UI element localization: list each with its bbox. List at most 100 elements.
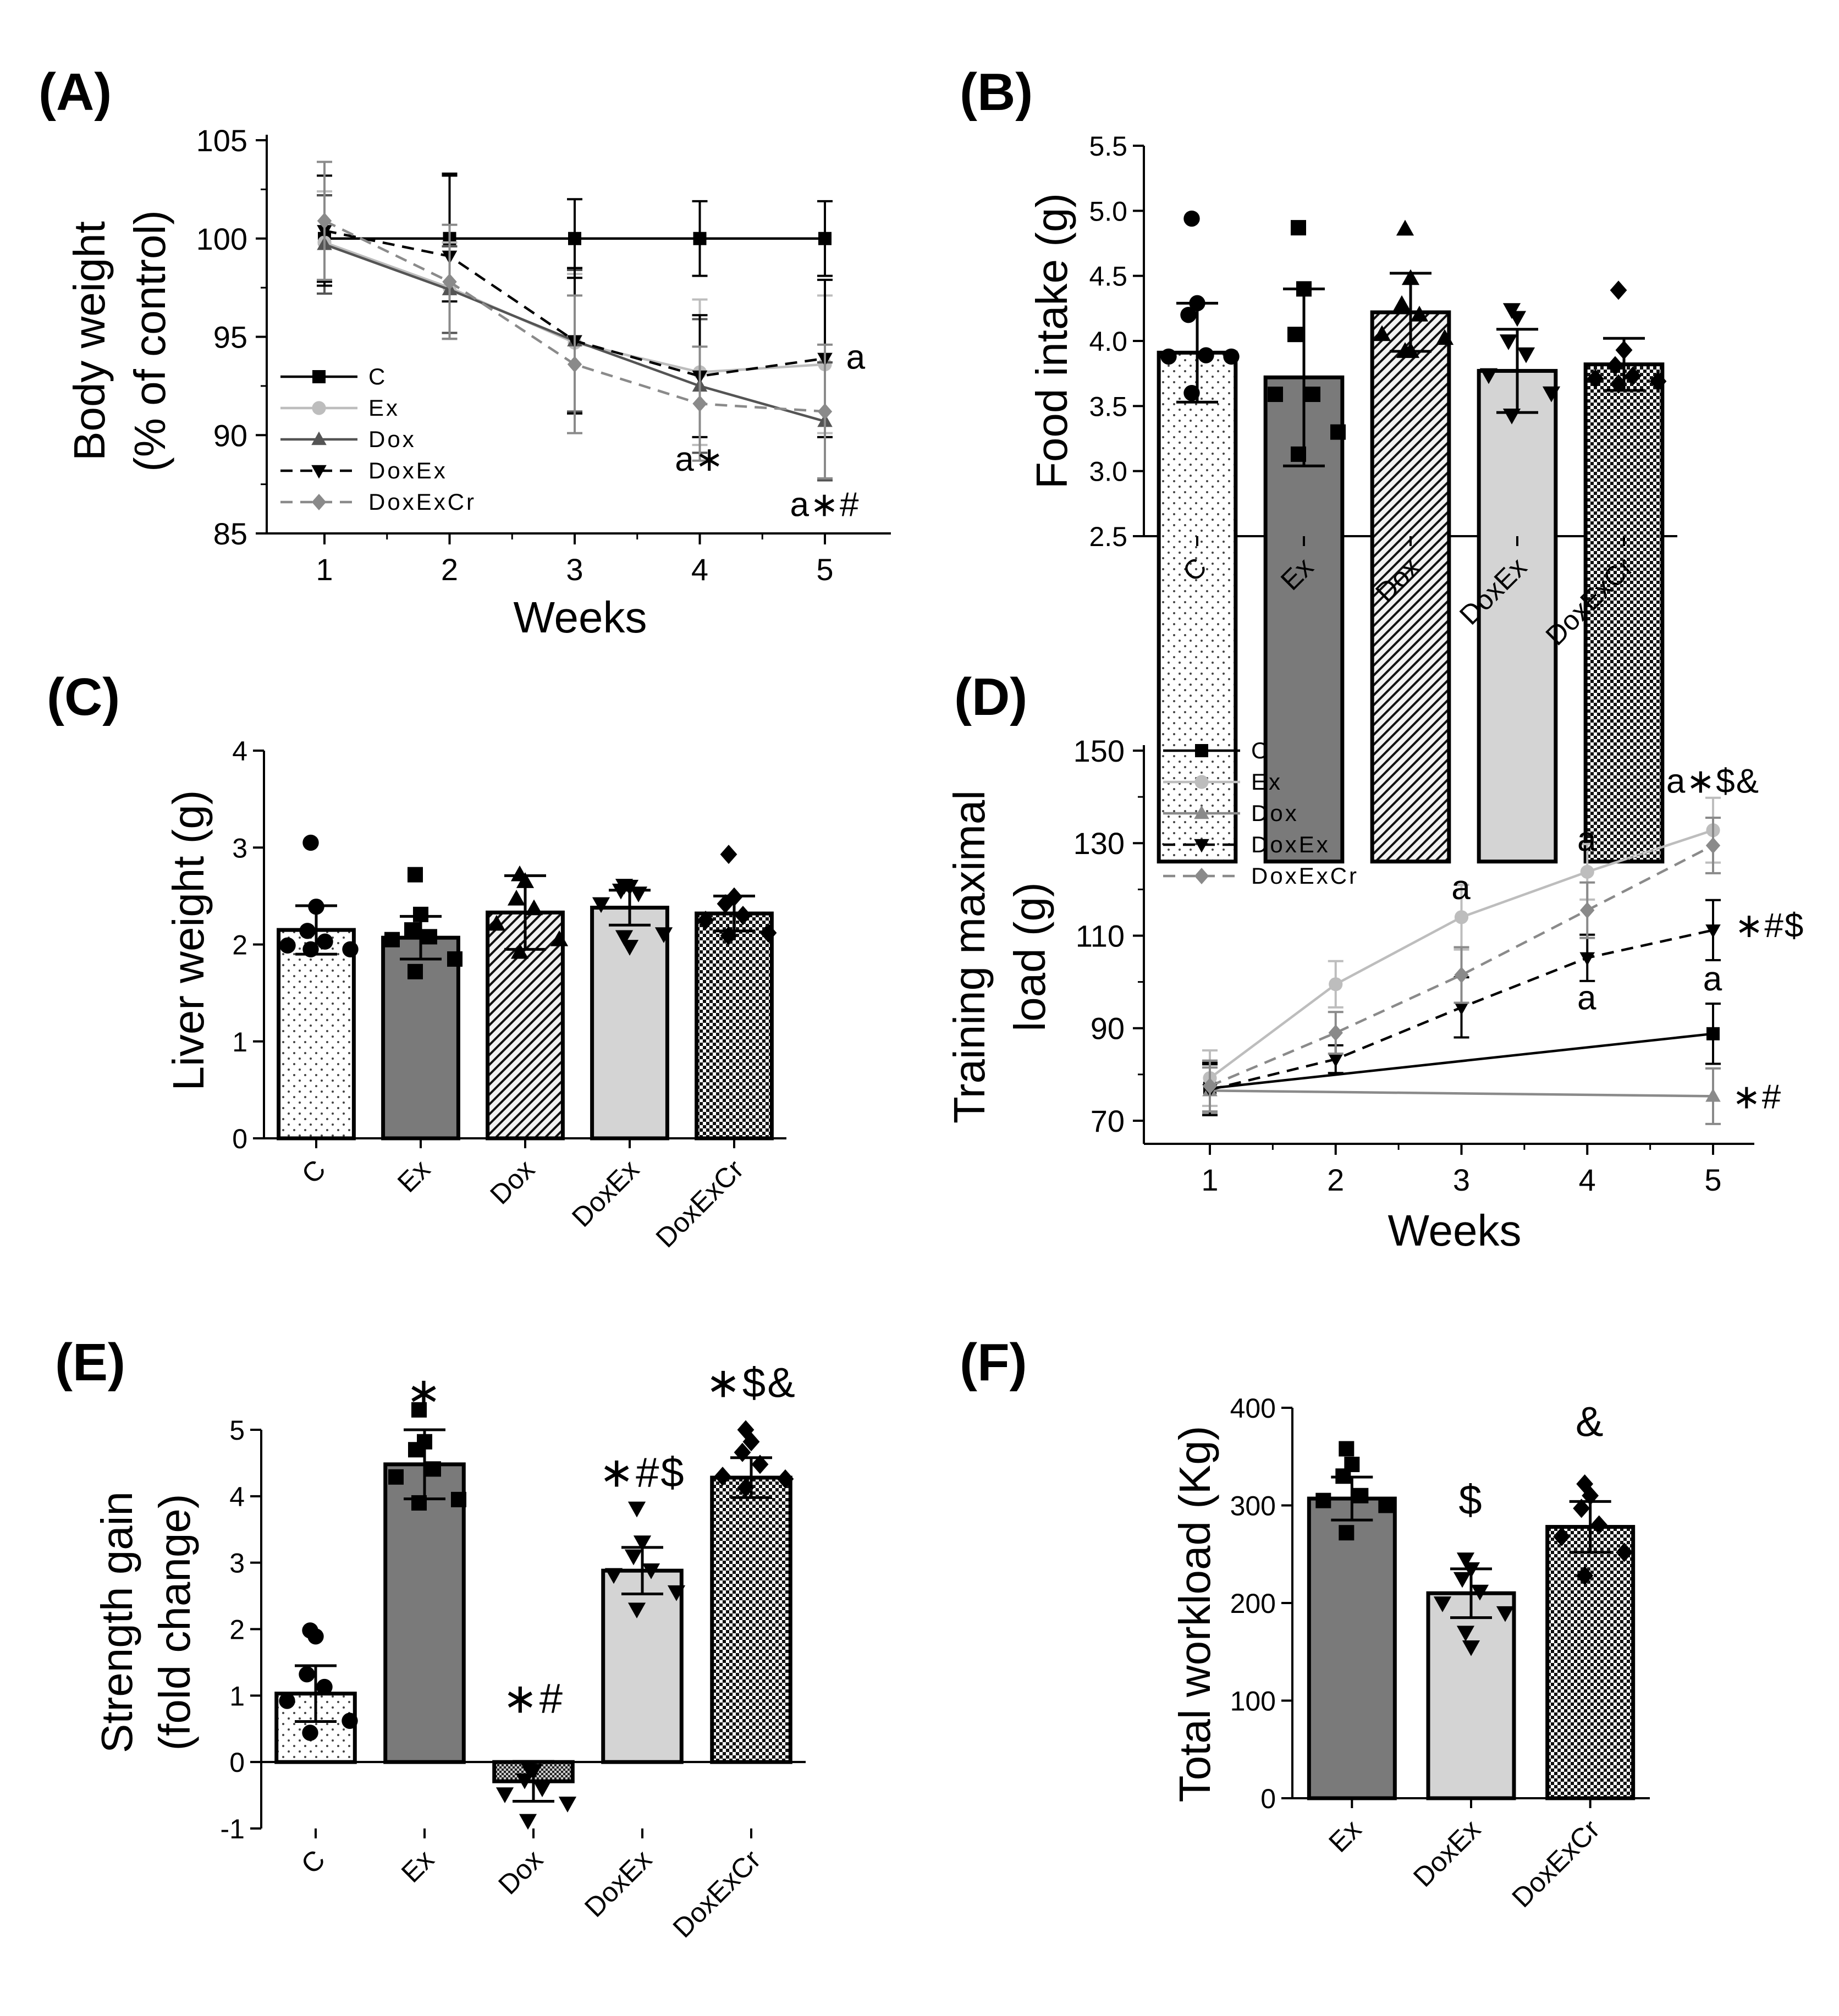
panel-C-y-tick-label: 2 [232,930,247,961]
panel-E-significance-annotation: ∗# [503,1675,564,1722]
panel-B-datapoint-C [1183,384,1200,401]
panel-A-significance-annotation: a∗# [790,486,860,524]
panel-D-legend-item-Dox: Dox [1163,800,1299,826]
panel-E-datapoint-C [316,1678,333,1695]
panel-A-legend-marker-DoxExCr [311,494,327,510]
panel-E-y-tick-label: 5 [229,1415,245,1446]
panel-C-datapoint-Ex [447,951,462,967]
panel-B-datapoint-Ex [1291,220,1306,236]
panel-C-datapoint-C [279,937,296,954]
panel-C-datapoint-C [342,941,359,958]
panel-B-datapoint-DoxEx [1542,386,1561,403]
panel-D-ylabel-line-1: Training maximal [945,790,994,1123]
panel-B-y-tick-label: 3.0 [1089,456,1127,487]
panel-B-y-tick-label: 4.0 [1089,326,1127,357]
panel-E-significance-annotation: ∗$& [706,1359,797,1406]
panel-F-datapoint-DoxExCr [1576,1566,1594,1585]
panel-F-datapoint-DoxExCr [1573,1499,1590,1518]
panel-B-y-tick-label: 5.0 [1089,196,1127,227]
panel-E-datapoint-DoxEx [604,1568,623,1584]
panel-D-point-Ex [1329,977,1343,992]
panel-D-point-DoxExCr [1328,1024,1343,1042]
panel-F-label: (F) [960,1333,1027,1392]
panel-A-point-DoxExCr [442,273,457,290]
panel-E-datapoint-DoxExCr [751,1455,769,1474]
panel-C-datapoint-Dox [510,943,529,959]
panel-D-x-tick-label: 1 [1201,1163,1218,1197]
panel-C-label: (C) [47,668,120,726]
panel-D-series-Dox [1202,1066,1721,1125]
panel-D-significance-annotation: a [1577,979,1597,1017]
panel-B-datapoint-DoxEx [1508,311,1527,327]
panel-F-datapoint-Ex [1339,1441,1355,1457]
panel-C-datapoint-Ex [408,867,423,883]
panel-E-bar-DoxEx [601,1568,684,1764]
panel-D-x-tick-label: 4 [1579,1163,1596,1197]
panel-F-datapoint-DoxExCr [1553,1527,1571,1546]
panel-D-legend-label-DoxExCr: DoxExCr [1251,863,1359,889]
panel-A-legend-label-Ex: Ex [368,395,400,421]
panel-D-legend-item-DoxEx: DoxEx [1163,831,1328,857]
panel-F-y-tick-label: 100 [1230,1686,1276,1717]
panel-A-legend-marker-DoxEx [311,465,327,479]
panel-A-point-DoxExCr [317,212,332,229]
panel-F-significance-annotation: & [1576,1399,1605,1446]
panel-D-point-DoxExCr [1202,1077,1218,1094]
panel-B-datapoint-Dox [1435,329,1454,345]
panel-C-datapoint-C [299,923,316,939]
panel-D-significance-annotation: a [1703,960,1723,998]
panel-B-y-tick-label: 3.5 [1089,391,1127,422]
panel-C-datapoint-Ex [422,929,437,945]
panel-C-datapoint-DoxEx [629,886,648,902]
panel-A-x-tick-label: 3 [566,552,583,587]
panel-F-datapoint-DoxExCr [1590,1515,1608,1535]
panel-B-datapoint-Ex [1296,281,1312,297]
panel-B-datapoint-C [1223,348,1240,365]
panel-A-x-tick-label: 1 [316,552,333,587]
panel-E-strength-gain-chart: (E) Strength gain (fold change) -1 0 1 2 3 4 5… [55,1333,806,1943]
panel-B-datapoint-DoxEx [1517,347,1535,363]
panel-E-datapoint-Ex [411,1495,427,1511]
panel-B-datapoint-DoxExCr [1615,340,1633,360]
panel-A-x-tick-label: 4 [691,552,708,587]
panel-A-legend-label-DoxEx: DoxEx [368,458,448,483]
panel-E-datapoint-Ex [408,1442,423,1458]
panel-B-datapoint-Ex [1291,446,1306,462]
panel-E-datapoint-C [279,1693,295,1709]
panel-C-datapoint-C [302,834,319,851]
panel-E-datapoint-C [299,1666,315,1683]
panel-D-x-tick-label: 5 [1704,1163,1721,1197]
panel-C-datapoint-Dox [550,930,569,946]
panel-F-y-tick-label: 400 [1230,1393,1276,1424]
panel-D-point-DoxExCr [1454,966,1469,983]
panel-C-category-label-Dox: Dox [484,1154,540,1210]
panel-E-datapoint-DoxEx [627,1501,646,1518]
panel-D-point-Ex [1454,910,1469,924]
panel-E-datapoint-DoxExCr [777,1469,794,1489]
panel-F-y-tick-label: 300 [1230,1491,1276,1522]
panel-E-y-tick-label: 2 [229,1615,245,1645]
panel-E-significance-annotation: ∗ [406,1370,443,1417]
panel-D-legend-label-Dox: Dox [1251,800,1299,826]
panel-B-datapoint-Ex [1268,387,1283,403]
panel-D-significance-annotation: a∗$& [1666,763,1760,801]
panel-A-significance-annotation: a∗ [675,440,724,478]
panel-D-x-tick-label: 2 [1327,1163,1344,1197]
panel-A-legend-marker-Ex [312,401,326,415]
panel-D-point-Ex [1580,864,1594,879]
panel-E-ylabel-line-2: (fold change) [150,1494,199,1751]
panel-D-legend-item-C: C [1163,737,1268,763]
panel-F-category-label-Ex: Ex [1323,1814,1367,1858]
panel-B-y-tick-label: 4.5 [1089,261,1127,292]
panel-E-ylabel-line-1: Strength gain [92,1491,141,1753]
panel-F-datapoint-DoxEx [1471,1584,1489,1601]
panel-F-category-label-DoxExCr: DoxExCr [1506,1814,1605,1913]
panel-C-y-tick-label: 0 [232,1123,247,1154]
panel-E-datapoint-DoxExCr [734,1442,751,1462]
panel-E-y-tick-label: 3 [229,1548,245,1579]
panel-A-point-C [818,232,832,245]
panel-F-datapoint-Ex [1353,1488,1369,1503]
panel-E-datapoint-DoxExCr [737,1478,755,1497]
panel-D-point-DoxEx [1453,1001,1469,1016]
